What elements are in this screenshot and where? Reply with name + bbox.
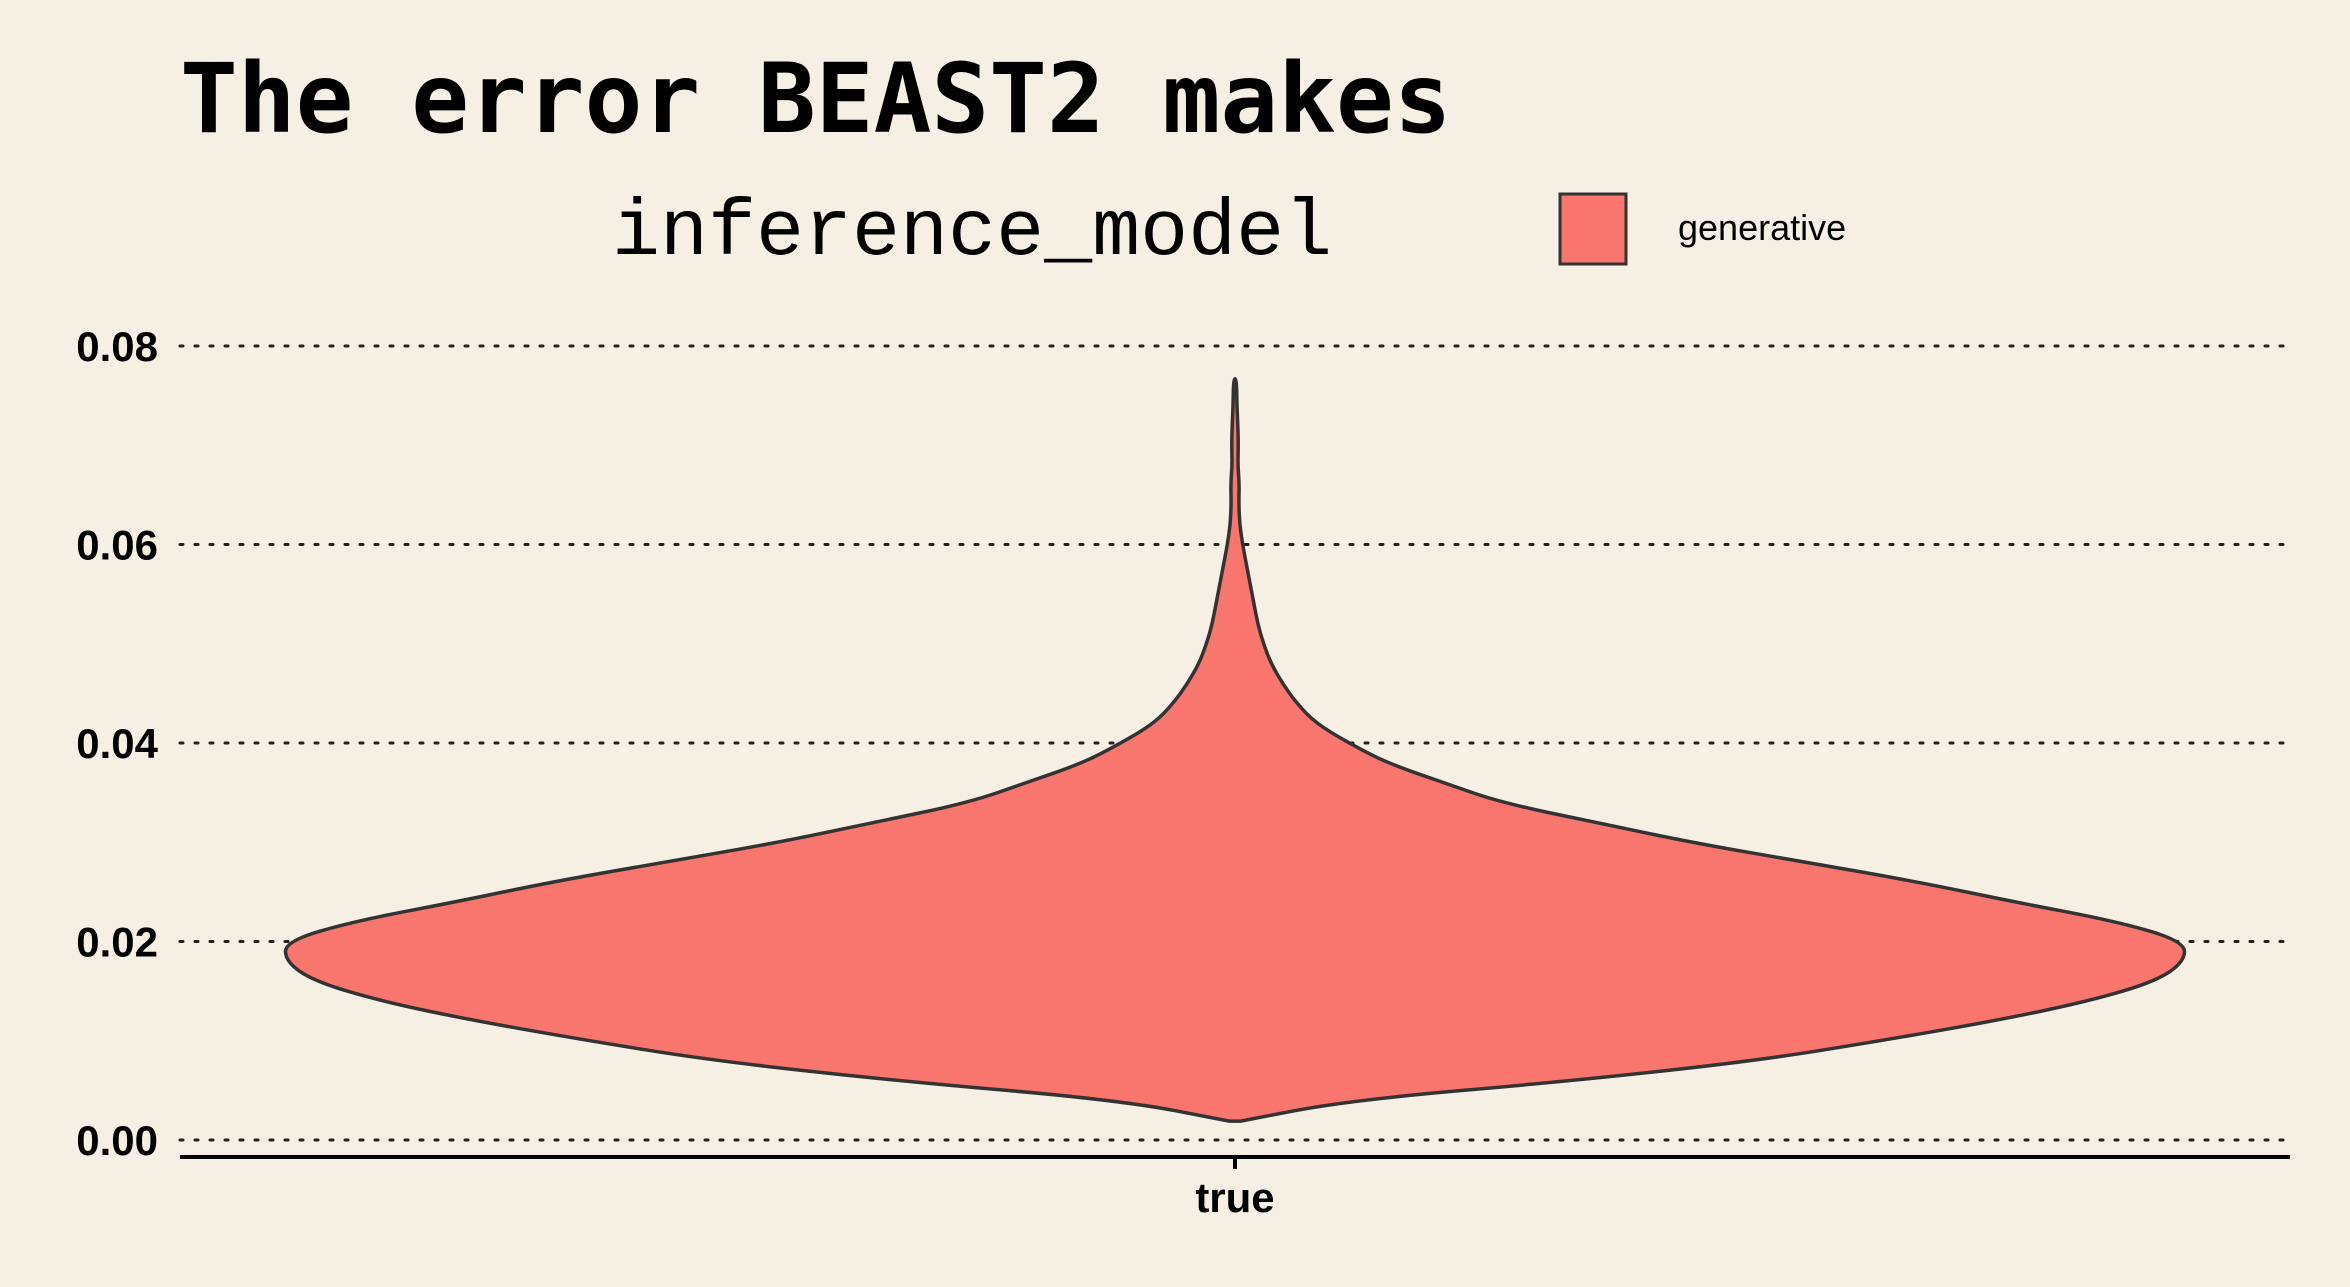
legend-title: inference_model [612,188,1332,279]
legend-swatch-generative [1558,192,1628,266]
y-tick-label-0: 0.00 [76,1117,158,1164]
plot-area [283,377,2187,1123]
legend-label-generative: generative [1678,207,1846,248]
y-tick-label-3: 0.06 [76,522,158,569]
x-axis-ticks: true [1195,1157,1275,1221]
violin-generative [283,377,2187,1123]
y-tick-label-2: 0.04 [76,720,158,767]
y-tick-label-4: 0.08 [76,323,158,370]
y-axis-tick-labels: 0.00 0.02 0.04 0.06 0.08 [76,323,158,1164]
y-tick-label-1: 0.02 [76,919,158,966]
x-tick-label-0: true [1195,1174,1274,1221]
legend: inference_model generative [612,188,1846,279]
chart-title: The error BEAST2 makes [180,43,1452,155]
